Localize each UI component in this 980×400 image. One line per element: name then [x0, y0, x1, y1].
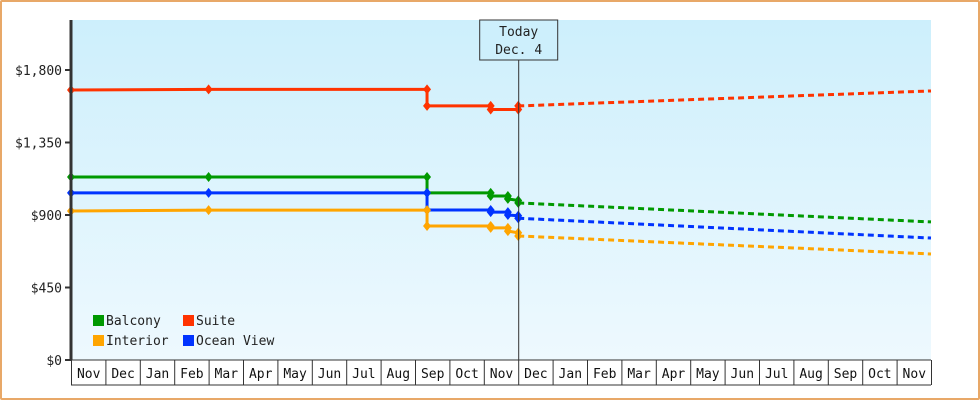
data-point[interactable]	[503, 193, 512, 204]
x-month-label: Dec	[111, 367, 134, 382]
x-month-label: Jan	[559, 367, 582, 382]
y-tick-label: $0	[46, 354, 62, 369]
y-tick-label: $450	[31, 282, 62, 297]
today-date: Dec. 4	[495, 43, 542, 58]
data-point[interactable]	[204, 205, 213, 216]
y-tick-label: $1,800	[15, 64, 62, 79]
x-month-label: Nov	[77, 367, 101, 382]
today-marker: Today Dec. 4	[479, 19, 559, 360]
x-month-label: Nov	[903, 367, 927, 382]
series-layer	[67, 84, 932, 256]
plot-area	[71, 20, 931, 360]
data-point[interactable]	[204, 187, 213, 198]
x-month-label: Apr	[249, 367, 273, 382]
x-month-label: Aug	[799, 367, 822, 382]
data-point[interactable]	[204, 171, 213, 182]
x-month-label: Jun	[318, 367, 341, 382]
y-tick-label: $900	[31, 209, 62, 224]
data-point[interactable]	[486, 207, 495, 218]
data-point[interactable]	[503, 210, 512, 220]
x-month-label: May	[696, 367, 720, 382]
series-interior	[67, 205, 932, 256]
y-tick-label: $1,350	[15, 137, 62, 152]
today-box	[479, 19, 559, 61]
x-month-label: Nov	[490, 367, 514, 382]
x-month-label: Dec	[524, 367, 547, 382]
x-month-label: Jan	[146, 367, 169, 382]
x-month-label: Mar	[215, 367, 239, 382]
legend-label: Interior	[106, 334, 169, 349]
data-point[interactable]	[486, 190, 495, 201]
x-month-label: Oct	[455, 367, 478, 382]
x-month-label: Mar	[627, 367, 651, 382]
legend-swatch	[93, 335, 104, 346]
legend-label: Balcony	[106, 314, 161, 329]
legend-swatch	[93, 315, 104, 326]
data-point[interactable]	[486, 104, 495, 115]
data-point[interactable]	[423, 100, 432, 111]
x-month-label: Feb	[180, 367, 204, 382]
x-month-label: Apr	[662, 367, 686, 382]
x-month-label: May	[283, 367, 307, 382]
legend-label: Ocean View	[196, 334, 274, 349]
x-month-label: Sep	[834, 367, 858, 382]
legend-swatch	[183, 315, 194, 326]
axes-layer: $0 $450 $900 $1,350 $1,800 Nov Dec Jan Feb Mar Apr…	[15, 20, 932, 386]
data-point[interactable]	[423, 187, 432, 198]
series-suite	[67, 84, 932, 115]
x-month-label: Aug	[387, 367, 410, 382]
data-point[interactable]	[423, 84, 432, 95]
chart-legend: Balcony Suite Interior Ocean View	[93, 314, 274, 349]
x-month-label: Jul	[765, 367, 788, 382]
data-point[interactable]	[423, 205, 432, 216]
data-point[interactable]	[423, 171, 432, 182]
x-month-label: Jun	[731, 367, 754, 382]
legend-swatch	[183, 335, 194, 346]
x-month-label: Sep	[421, 367, 445, 382]
x-month-label: Oct	[868, 367, 891, 382]
data-point[interactable]	[204, 84, 213, 95]
x-month-label: Jul	[352, 367, 375, 382]
x-month-label: Feb	[593, 367, 617, 382]
legend-label: Suite	[196, 314, 235, 329]
today-label: Today	[499, 25, 538, 40]
data-point[interactable]	[423, 220, 432, 231]
data-point[interactable]	[486, 222, 495, 233]
data-point[interactable]	[503, 226, 512, 237]
